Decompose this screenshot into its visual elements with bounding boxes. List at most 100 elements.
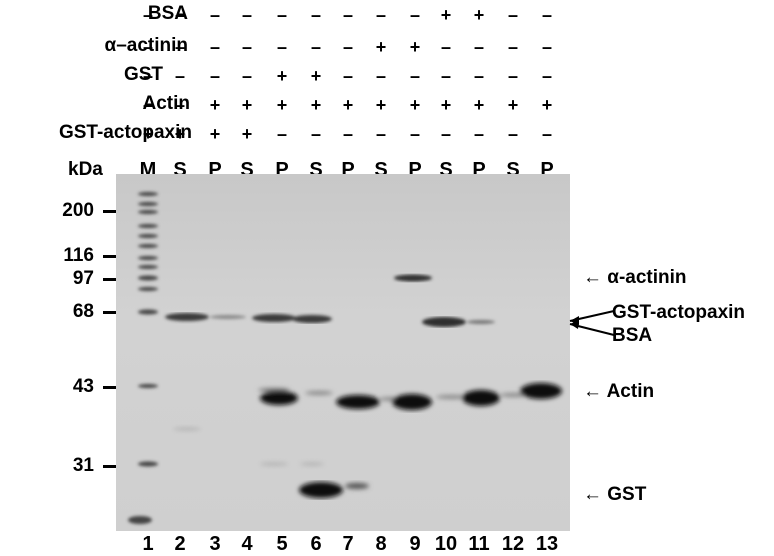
condition-sign: – xyxy=(507,66,518,86)
condition-sign: + xyxy=(310,66,322,86)
condition-sign: – xyxy=(342,5,353,25)
condition-sign: – xyxy=(142,95,153,115)
condition-sign: – xyxy=(310,124,321,144)
condition-sign: – xyxy=(310,37,321,57)
condition-sign: + xyxy=(310,95,322,115)
condition-sign: – xyxy=(276,124,287,144)
condition-sign: – xyxy=(342,66,353,86)
condition-sign: + xyxy=(241,95,253,115)
condition-sign: – xyxy=(174,5,185,25)
lane-number: 13 xyxy=(535,533,559,555)
actin-annotation: ← Actin xyxy=(583,382,654,402)
gel-bands xyxy=(128,192,562,524)
condition-sign: – xyxy=(507,37,518,57)
condition-sign: + xyxy=(473,5,485,25)
lane-number: 6 xyxy=(310,533,322,555)
condition-sign: + xyxy=(541,95,553,115)
condition-sign: – xyxy=(409,5,420,25)
condition-label: GST-actopaxin xyxy=(58,122,192,143)
condition-sign: + xyxy=(342,95,354,115)
condition-sign: + xyxy=(209,95,221,115)
condition-sign: + xyxy=(375,37,387,57)
condition-sign: – xyxy=(276,5,287,25)
marker-tick xyxy=(103,465,117,468)
condition-sign: + xyxy=(440,95,452,115)
condition-sign: – xyxy=(375,66,386,86)
marker-tick xyxy=(103,255,117,258)
marker-tick xyxy=(103,386,117,389)
condition-sign: – xyxy=(241,66,252,86)
gst-label: GST xyxy=(607,484,647,505)
condition-sign: + xyxy=(276,66,288,86)
gel-image xyxy=(116,174,570,531)
marker-label: 97 xyxy=(72,268,94,289)
condition-sign: – xyxy=(440,66,451,86)
condition-sign: – xyxy=(142,5,153,25)
condition-label: BSA xyxy=(147,3,188,24)
condition-sign: – xyxy=(473,124,484,144)
marker-label: 200 xyxy=(62,200,94,221)
condition-label: Actin xyxy=(142,93,191,114)
marker-label: 116 xyxy=(63,245,94,266)
condition-sign: – xyxy=(541,124,552,144)
condition-sign: + xyxy=(276,95,288,115)
alpha-actinin-annotation: ← α-actinin xyxy=(583,268,687,288)
arrow-icon: ← xyxy=(583,381,602,402)
condition-sign: – xyxy=(541,37,552,57)
marker-tick xyxy=(103,278,117,281)
bsa-label: BSA xyxy=(612,325,653,346)
condition-sign: + xyxy=(473,95,485,115)
lane-number: 9 xyxy=(409,533,421,555)
bracket-arrows-icon xyxy=(569,310,615,336)
actin-label: Actin xyxy=(606,381,655,402)
condition-sign: – xyxy=(473,66,484,86)
gst-annotation: ← GST xyxy=(583,485,646,505)
condition-sign: – xyxy=(310,5,321,25)
arrow-icon: ← xyxy=(583,267,602,288)
condition-sign: – xyxy=(375,5,386,25)
kda-label: kDa xyxy=(68,159,103,180)
condition-sign: + xyxy=(440,5,452,25)
condition-sign: – xyxy=(507,5,518,25)
lane-number: 3 xyxy=(209,533,221,555)
condition-label: α–actinin xyxy=(104,35,188,56)
condition-sign: + xyxy=(142,124,154,144)
condition-sign: – xyxy=(473,37,484,57)
condition-sign: + xyxy=(241,124,253,144)
condition-sign: + xyxy=(375,95,387,115)
condition-sign: – xyxy=(440,124,451,144)
lane-number: 10 xyxy=(434,533,458,555)
condition-sign: – xyxy=(409,66,420,86)
condition-sign: – xyxy=(375,124,386,144)
marker-tick xyxy=(103,311,117,314)
condition-sign: – xyxy=(276,37,287,57)
marker-label: 43 xyxy=(72,376,94,397)
condition-sign: – xyxy=(209,66,220,86)
lane-number: 1 xyxy=(142,533,154,555)
marker-tick xyxy=(103,210,117,213)
lane-number: 11 xyxy=(468,533,490,555)
condition-sign: – xyxy=(209,37,220,57)
condition-sign: – xyxy=(174,37,185,57)
condition-sign: – xyxy=(440,37,451,57)
condition-sign: – xyxy=(541,5,552,25)
alpha-actinin-label: α-actinin xyxy=(607,267,687,288)
condition-sign: + xyxy=(409,37,421,57)
lane-number: 8 xyxy=(375,533,387,555)
condition-sign: + xyxy=(209,124,221,144)
arrow-icon: ← xyxy=(583,484,602,505)
condition-sign: – xyxy=(507,124,518,144)
condition-sign: – xyxy=(541,66,552,86)
condition-sign: – xyxy=(174,95,185,115)
gst-actopaxin-label: GST-actopaxin xyxy=(612,302,746,323)
lane-number: 2 xyxy=(174,533,186,555)
condition-sign: – xyxy=(342,37,353,57)
condition-sign: + xyxy=(507,95,519,115)
condition-sign: + xyxy=(409,95,421,115)
condition-sign: – xyxy=(409,124,420,144)
marker-label: 68 xyxy=(72,301,94,322)
lane-number: 5 xyxy=(276,533,288,555)
condition-sign: – xyxy=(209,5,220,25)
condition-sign: – xyxy=(142,37,153,57)
condition-sign: + xyxy=(174,124,186,144)
